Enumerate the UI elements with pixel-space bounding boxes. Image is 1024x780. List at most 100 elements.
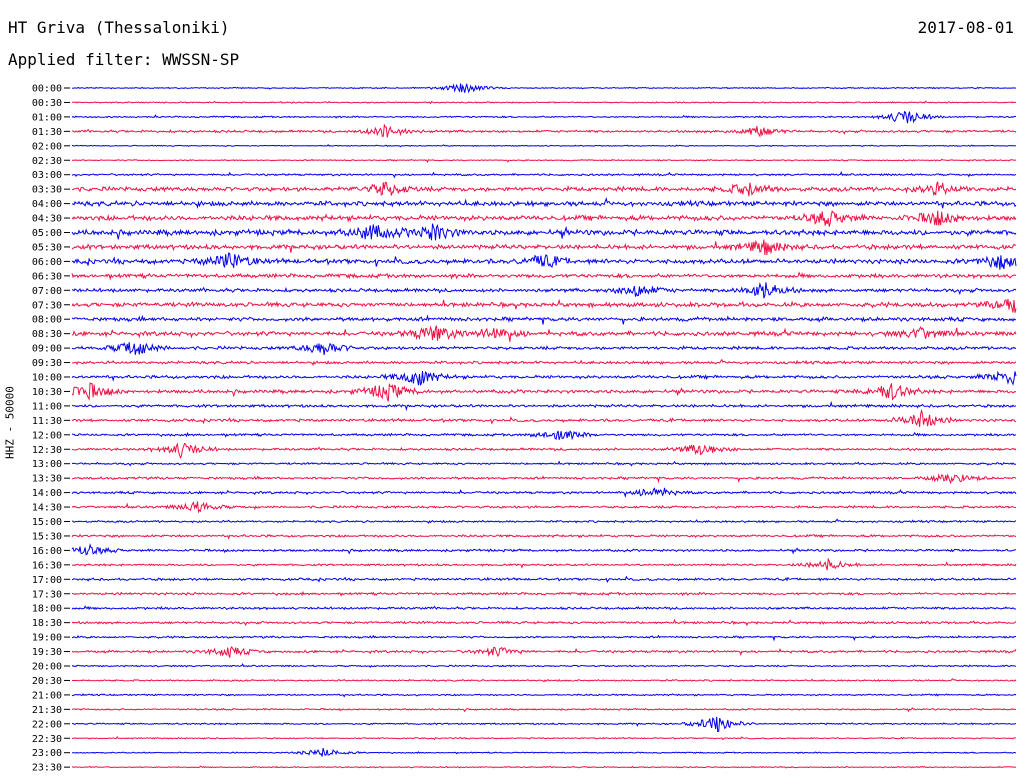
time-tick-label: 00:30 xyxy=(32,98,62,109)
time-tick-label: 23:30 xyxy=(32,763,62,774)
time-tick-label: 08:30 xyxy=(32,329,62,340)
time-tick-label: 10:00 xyxy=(32,373,62,384)
seismic-trace xyxy=(71,575,1017,583)
time-tick-label: 13:00 xyxy=(32,459,62,470)
seismic-trace xyxy=(71,487,1017,498)
time-tick-label: 07:30 xyxy=(32,300,62,311)
time-tick-label: 04:00 xyxy=(32,199,62,210)
time-tick-label: 06:30 xyxy=(32,271,62,282)
time-tick-label: 07:00 xyxy=(32,286,62,297)
seismic-trace xyxy=(71,533,1017,540)
time-tick-label: 13:30 xyxy=(32,474,62,485)
seismic-trace xyxy=(71,663,1017,669)
seismic-trace xyxy=(71,605,1016,611)
seismic-trace xyxy=(71,110,1017,124)
time-tick-label: 09:00 xyxy=(32,344,62,355)
time-tick-label: 18:00 xyxy=(32,604,62,615)
time-tick-label: 20:30 xyxy=(32,676,62,687)
time-tick-label: 04:30 xyxy=(32,214,62,225)
seismic-trace xyxy=(71,747,1017,757)
time-tick-label: 12:00 xyxy=(32,430,62,441)
seismic-trace xyxy=(71,557,1017,571)
seismic-trace xyxy=(71,735,1017,741)
time-tick-label: 03:00 xyxy=(32,170,62,181)
seismic-trace xyxy=(72,765,1017,769)
seismic-trace xyxy=(71,408,1017,428)
time-tick-label: 14:30 xyxy=(32,503,62,514)
time-tick-label: 14:00 xyxy=(32,488,62,499)
time-tick-label: 19:30 xyxy=(32,647,62,658)
seismic-trace xyxy=(71,442,1017,459)
seismic-trace xyxy=(71,170,1017,179)
seismic-trace xyxy=(71,646,1017,658)
time-tick-label: 05:00 xyxy=(32,228,62,239)
seismic-trace xyxy=(71,144,1017,148)
time-tick-label: 18:30 xyxy=(32,618,62,629)
filter-label: Applied filter: WWSSN-SP xyxy=(8,50,240,69)
time-tick-label: 19:00 xyxy=(32,633,62,644)
time-tick-label: 06:00 xyxy=(32,257,62,268)
seismic-trace xyxy=(71,271,1017,281)
time-tick-label: 12:30 xyxy=(32,445,62,456)
time-tick-label: 03:30 xyxy=(32,185,62,196)
seismic-trace xyxy=(71,707,1017,713)
time-tick-label: 02:00 xyxy=(32,141,62,152)
seismic-trace xyxy=(71,693,1017,698)
seismic-trace xyxy=(71,618,1017,627)
seismic-trace xyxy=(71,123,1017,138)
seismic-trace xyxy=(71,282,1017,299)
time-tick-label: 02:30 xyxy=(32,156,62,167)
seismic-trace xyxy=(71,501,1017,514)
seismic-trace xyxy=(71,252,1017,270)
seismic-trace xyxy=(71,210,1017,227)
seismic-trace xyxy=(72,473,1017,485)
time-tick-label: 08:00 xyxy=(32,315,62,326)
time-tick-label: 22:00 xyxy=(32,719,62,730)
time-tick-label: 11:00 xyxy=(32,401,62,412)
seismic-trace xyxy=(71,400,1017,412)
seismic-trace xyxy=(71,83,1016,94)
seismic-trace xyxy=(71,678,1017,683)
time-tick-label: 01:30 xyxy=(32,127,62,138)
seismic-trace xyxy=(71,430,1017,441)
seismic-trace xyxy=(71,460,1016,467)
station-title: HT Griva (Thessaloniki) xyxy=(8,18,230,37)
seismic-trace xyxy=(71,716,1017,733)
time-tick-label: 00:00 xyxy=(32,84,62,95)
seismic-trace xyxy=(71,382,1017,402)
time-tick-label: 17:00 xyxy=(32,575,62,586)
time-tick-label: 09:30 xyxy=(32,358,62,369)
time-tick-label: 16:00 xyxy=(32,546,62,557)
time-tick-label: 22:30 xyxy=(32,734,62,745)
seismic-trace xyxy=(71,634,1016,642)
seismic-trace xyxy=(72,358,1017,366)
seismic-trace xyxy=(71,100,1017,105)
seismic-trace xyxy=(71,370,1017,386)
seismic-trace xyxy=(71,518,1017,524)
time-tick-label: 16:30 xyxy=(32,560,62,571)
seismic-trace xyxy=(71,325,1017,342)
seismic-trace xyxy=(71,223,1017,241)
time-tick-label: 11:30 xyxy=(32,416,62,427)
time-tick-label: 23:00 xyxy=(32,748,62,759)
time-tick-label: 15:00 xyxy=(32,517,62,528)
seismic-trace xyxy=(71,181,1017,197)
seismic-trace xyxy=(71,590,1016,597)
date-label: 2017-08-01 xyxy=(917,18,1014,37)
time-tick-label: 01:00 xyxy=(32,112,62,123)
seismic-trace xyxy=(71,158,1016,163)
time-tick-label: 05:30 xyxy=(32,242,62,253)
time-tick-label: 21:00 xyxy=(32,690,62,701)
seismic-trace xyxy=(71,314,1017,325)
seismic-trace xyxy=(71,197,1017,210)
seismic-trace xyxy=(71,298,1017,313)
time-tick-label: 15:30 xyxy=(32,531,62,542)
seismic-trace xyxy=(71,342,1017,355)
time-tick-label: 21:30 xyxy=(32,705,62,716)
time-tick-label: 17:30 xyxy=(32,589,62,600)
time-tick-label: 20:00 xyxy=(32,662,62,673)
seismic-trace xyxy=(71,239,1017,256)
seismic-trace xyxy=(71,543,1017,556)
time-tick-label: 10:30 xyxy=(32,387,62,398)
